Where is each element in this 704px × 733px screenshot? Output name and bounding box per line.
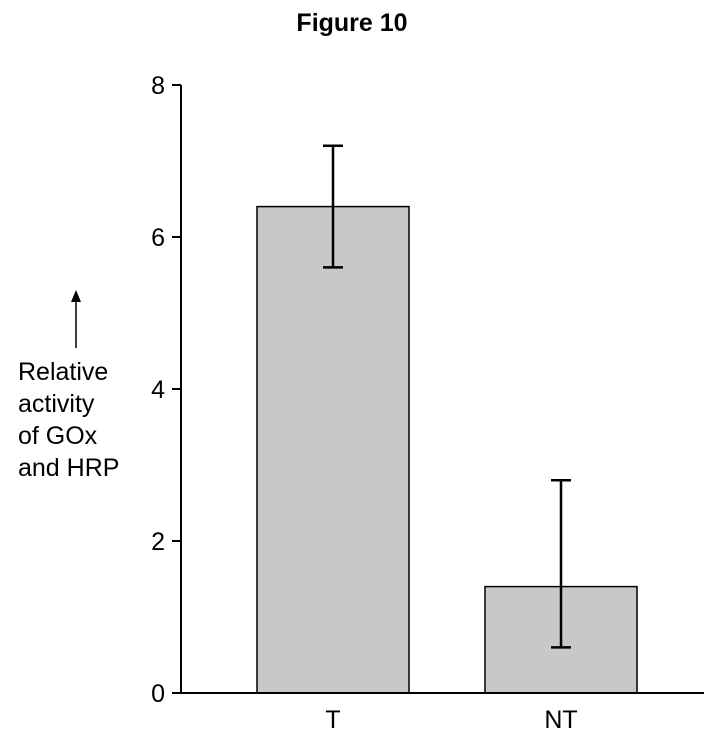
y-axis-label: Relative activity of GOx and HRP bbox=[18, 290, 119, 482]
error-bars bbox=[323, 144, 571, 649]
chart-title: Figure 10 bbox=[296, 9, 407, 37]
y-tick-label-3: 6 bbox=[151, 224, 165, 252]
y-label-line-3: of GOx bbox=[18, 422, 98, 450]
y-label-line-1: Relative bbox=[18, 358, 108, 386]
y-tick-label-0: 0 bbox=[151, 680, 165, 708]
x-category-label-t: T bbox=[325, 706, 340, 733]
y-label-line-4: and HRP bbox=[18, 454, 119, 482]
x-category-label-nt: NT bbox=[544, 706, 577, 733]
bars bbox=[256, 205, 638, 694]
y-tick-label-4: 8 bbox=[151, 72, 165, 100]
y-ticks: 0 2 4 6 8 bbox=[151, 72, 181, 708]
x-category-labels: T NT bbox=[325, 706, 577, 733]
bar-t bbox=[256, 205, 410, 694]
y-tick-label-2: 4 bbox=[151, 376, 165, 404]
y-label-line-2: activity bbox=[18, 390, 95, 418]
y-label-arrow-head bbox=[71, 290, 81, 302]
y-tick-label-1: 2 bbox=[151, 528, 165, 556]
